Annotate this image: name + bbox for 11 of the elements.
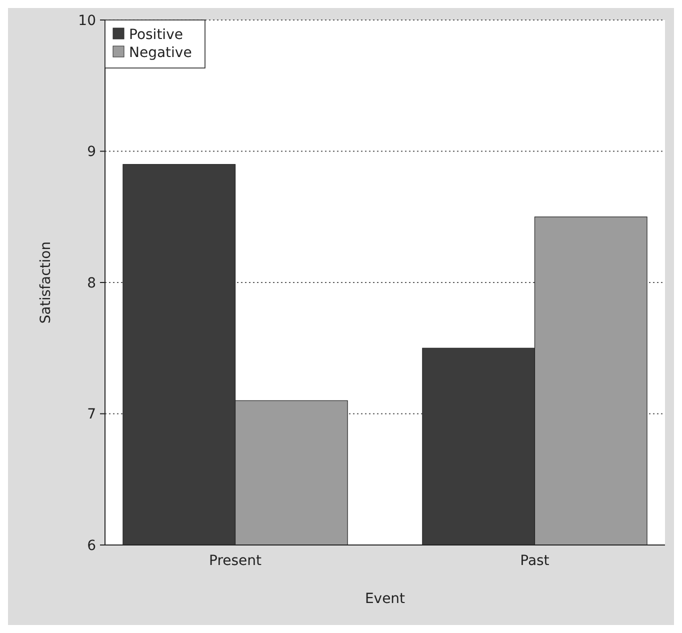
y-tick-label: 10: [78, 12, 96, 29]
legend-label: Positive: [129, 26, 183, 43]
x-axis-title: Event: [364, 591, 406, 607]
x-tick-label: Present: [209, 553, 262, 569]
y-tick-label: 8: [87, 275, 96, 292]
y-tick-label: 7: [87, 406, 96, 423]
y-tick-label: 6: [87, 538, 96, 554]
legend-label: Negative: [129, 44, 192, 61]
x-tick-label: Past: [520, 553, 550, 569]
y-axis-title: Satisfaction: [38, 241, 54, 324]
y-tick-label: 9: [87, 144, 96, 160]
